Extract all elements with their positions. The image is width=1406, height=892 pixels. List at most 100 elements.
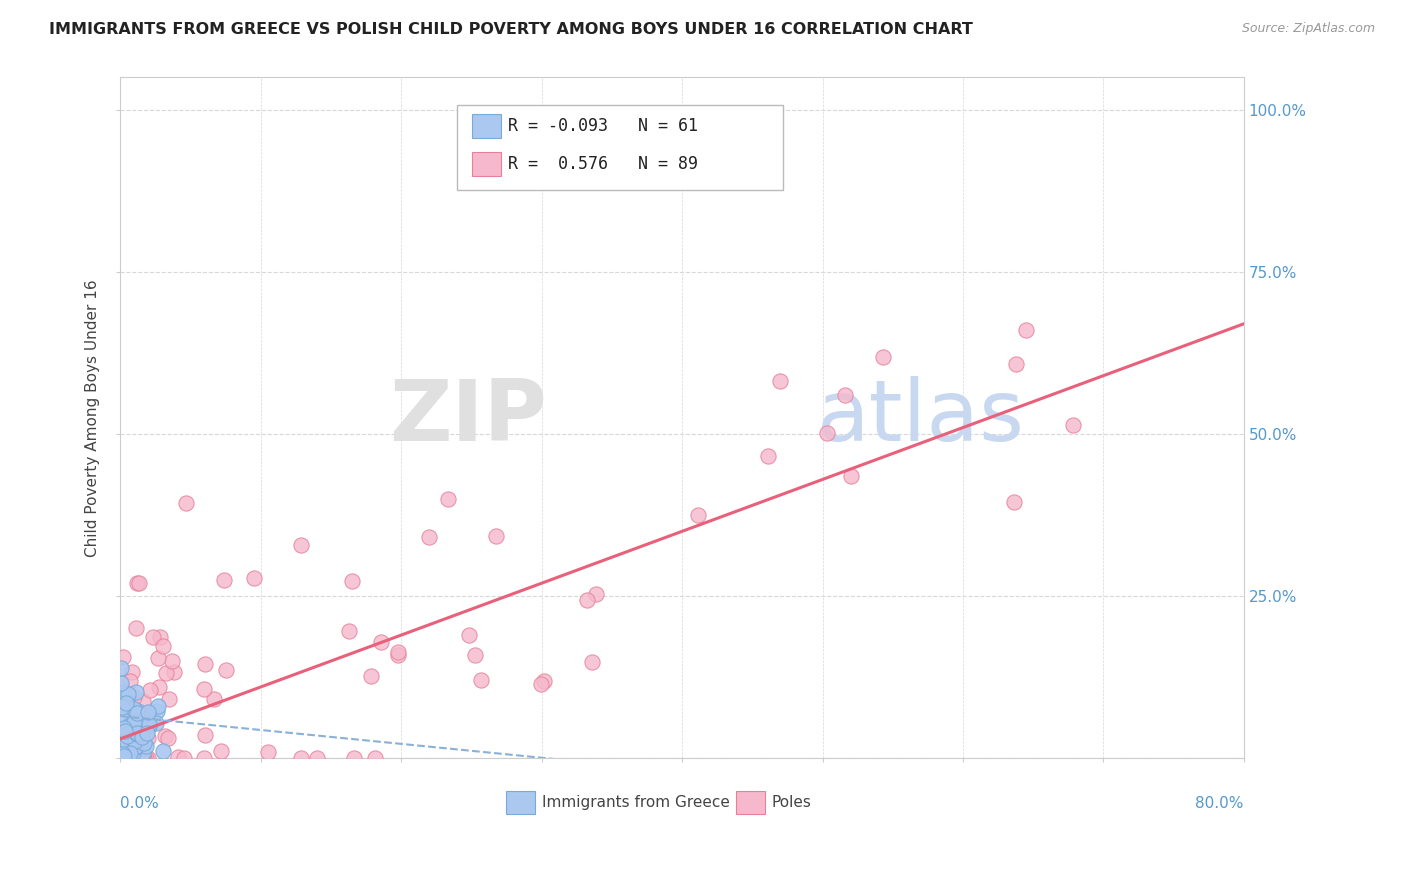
Point: [110, 700, 132, 714]
Point: [148, 699, 170, 714]
Point: [839, 469, 862, 483]
Point: [458, 628, 481, 642]
Point: [387, 645, 409, 659]
Point: [576, 593, 599, 607]
Point: [131, 709, 153, 723]
Point: [111, 751, 134, 765]
Point: [112, 649, 135, 664]
Point: [148, 680, 170, 694]
Point: [111, 751, 134, 765]
Point: [122, 701, 145, 715]
Point: [115, 696, 138, 710]
Point: [343, 751, 366, 765]
Point: [127, 706, 149, 720]
Point: [166, 750, 188, 764]
Point: [215, 664, 238, 678]
Text: Source: ZipAtlas.com: Source: ZipAtlas.com: [1241, 22, 1375, 36]
Point: [114, 723, 136, 738]
Point: [115, 723, 138, 737]
Point: [257, 745, 280, 759]
Point: [112, 685, 135, 699]
Point: [156, 731, 179, 745]
Point: [127, 727, 149, 741]
Point: [212, 573, 235, 587]
Point: [121, 665, 143, 680]
Point: [530, 677, 553, 691]
Point: [202, 692, 225, 706]
Point: [121, 751, 143, 765]
Point: [139, 682, 162, 697]
Point: [131, 725, 153, 739]
Point: [135, 739, 157, 754]
Point: [470, 673, 492, 687]
FancyBboxPatch shape: [735, 791, 765, 814]
Point: [134, 751, 156, 765]
Point: [138, 718, 160, 732]
Point: [364, 751, 387, 765]
Point: [769, 374, 792, 388]
Point: [132, 751, 155, 765]
Point: [176, 496, 198, 510]
Text: R =  0.576   N = 89: R = 0.576 N = 89: [508, 155, 697, 173]
Point: [817, 425, 839, 440]
Point: [834, 388, 856, 402]
Point: [290, 538, 312, 552]
Point: [193, 682, 215, 697]
Point: [127, 739, 149, 753]
Point: [112, 721, 135, 735]
Point: [418, 530, 440, 544]
Point: [149, 631, 172, 645]
Point: [122, 731, 145, 745]
Point: [342, 574, 364, 588]
FancyBboxPatch shape: [472, 113, 502, 138]
Point: [124, 740, 146, 755]
Point: [686, 508, 709, 522]
Text: 80.0%: 80.0%: [1195, 796, 1244, 811]
Point: [131, 751, 153, 765]
Point: [131, 746, 153, 760]
Y-axis label: Child Poverty Among Boys Under 16: Child Poverty Among Boys Under 16: [86, 279, 100, 557]
Point: [117, 726, 139, 740]
Point: [1004, 495, 1026, 509]
Point: [127, 704, 149, 718]
Point: [114, 751, 136, 765]
Point: [134, 751, 156, 765]
Point: [122, 690, 145, 704]
Point: [112, 742, 135, 756]
Point: [117, 727, 139, 741]
Point: [124, 734, 146, 748]
Point: [125, 747, 148, 761]
Point: [134, 715, 156, 730]
Point: [134, 707, 156, 722]
Point: [464, 648, 486, 663]
Point: [125, 621, 148, 635]
Point: [122, 714, 145, 729]
Point: [146, 704, 169, 718]
Text: Immigrants from Greece: Immigrants from Greece: [541, 795, 730, 810]
Point: [118, 746, 141, 760]
Point: [125, 751, 148, 765]
Point: [131, 694, 153, 708]
Point: [121, 731, 143, 746]
FancyBboxPatch shape: [457, 104, 783, 190]
Point: [370, 635, 392, 649]
FancyBboxPatch shape: [506, 791, 534, 814]
Point: [117, 716, 139, 731]
Point: [160, 654, 183, 668]
Point: [121, 739, 143, 753]
Point: [124, 718, 146, 732]
Point: [194, 728, 217, 742]
Text: R = -0.093   N = 61: R = -0.093 N = 61: [508, 117, 697, 135]
Point: [1062, 417, 1084, 432]
Text: IMMIGRANTS FROM GREECE VS POLISH CHILD POVERTY AMONG BOYS UNDER 16 CORRELATION C: IMMIGRANTS FROM GREECE VS POLISH CHILD P…: [49, 22, 973, 37]
Point: [533, 673, 555, 688]
Point: [1014, 323, 1036, 337]
Point: [125, 684, 148, 698]
Text: 0.0%: 0.0%: [121, 796, 159, 811]
Point: [146, 650, 169, 665]
Point: [115, 733, 138, 747]
Point: [112, 726, 135, 740]
Point: [117, 751, 139, 765]
Point: [129, 751, 152, 765]
Point: [129, 715, 152, 730]
